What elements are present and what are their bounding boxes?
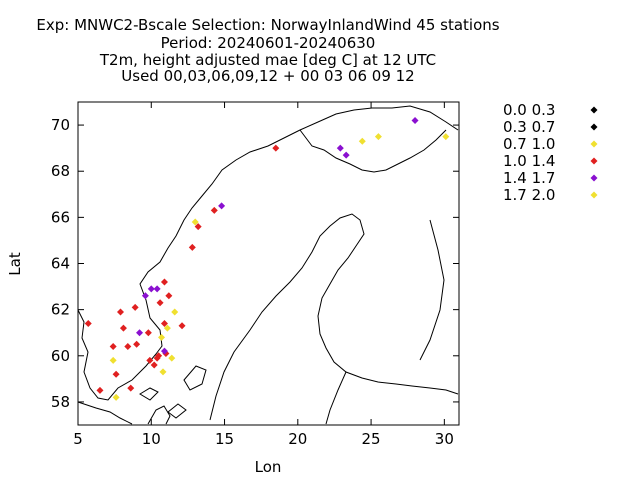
chart-title-line4: Used 00,03,06,09,12 + 00 03 06 09 12 (121, 67, 414, 85)
station-point (194, 223, 202, 231)
station-point (112, 370, 120, 378)
station-point (336, 144, 344, 152)
station-point (127, 384, 135, 392)
legend-label: 1.7 2.0 (503, 186, 555, 204)
chart-title-line3: T2m, height adjusted mae [deg C] at 12 U… (99, 51, 436, 69)
chart-title-line1: Exp: MNWC2-Bscale Selection: NorwayInlan… (36, 16, 499, 34)
y-axis-label: Lat (6, 252, 24, 276)
station-point (218, 202, 226, 210)
station-point (112, 393, 120, 401)
legend-label: 0.0 0.3 (503, 101, 555, 119)
station-point (141, 292, 149, 300)
station-point (160, 278, 168, 286)
x-tick-label: 25 (362, 430, 381, 448)
legend-marker (590, 191, 598, 199)
station-point (163, 324, 171, 332)
axis-ticks: 5 10 15 20 25 30 58 60 62 64 66 68 70 (51, 102, 459, 448)
station-point (160, 319, 168, 327)
station-point (155, 352, 163, 360)
y-tick-label: 60 (51, 347, 70, 365)
y-tick-label: 64 (51, 255, 70, 273)
legend-marker (590, 106, 598, 114)
station-point (159, 368, 167, 376)
station-point (272, 144, 280, 152)
y-tick-label: 58 (51, 393, 70, 411)
legend-label: 0.3 0.7 (503, 118, 555, 136)
x-tick-label: 5 (73, 430, 83, 448)
y-tick-label: 62 (51, 301, 70, 319)
x-tick-label: 20 (288, 430, 307, 448)
station-point (374, 133, 382, 141)
x-tick-label: 10 (142, 430, 161, 448)
station-point (342, 151, 350, 159)
legend-label: 0.7 1.0 (503, 135, 555, 153)
station-point (84, 319, 92, 327)
station-point (442, 133, 450, 141)
legend-marker (590, 123, 598, 131)
y-tick-label: 70 (51, 116, 70, 134)
station-point (210, 206, 218, 214)
station-point (191, 218, 199, 226)
station-point (188, 243, 196, 251)
station-point (358, 137, 366, 145)
chart-title-line2: Period: 20240601-20240630 (161, 34, 376, 52)
station-point (160, 347, 168, 355)
coastline (77, 105, 459, 425)
station-point (153, 285, 161, 293)
x-axis-label: Lon (255, 458, 282, 476)
station-point (156, 299, 164, 307)
legend-label: 1.4 1.7 (503, 169, 555, 187)
station-point (109, 343, 117, 351)
station-point (144, 329, 152, 337)
legend-marker (590, 174, 598, 182)
station-point (109, 356, 117, 364)
legend-marker (590, 157, 598, 165)
station-point (168, 354, 176, 362)
station-point (124, 343, 132, 351)
station-point (116, 308, 124, 316)
station-point (131, 303, 139, 311)
station-point (96, 386, 104, 394)
station-point (165, 292, 173, 300)
station-point (119, 324, 127, 332)
station-point (136, 329, 144, 337)
legend-label: 1.0 1.4 (503, 152, 555, 170)
legend-marker (590, 140, 598, 148)
station-point (133, 340, 141, 348)
x-tick-label: 30 (435, 430, 454, 448)
station-point (178, 322, 186, 330)
legend: 0.0 0.30.3 0.70.7 1.01.0 1.41.4 1.71.7 2… (503, 101, 598, 204)
station-point (158, 333, 166, 341)
station-point (411, 116, 419, 124)
station-point (147, 285, 155, 293)
x-tick-label: 15 (215, 430, 234, 448)
station-point (171, 308, 179, 316)
station-point (146, 356, 154, 364)
station-markers (84, 116, 450, 401)
y-tick-label: 66 (51, 208, 70, 226)
station-point (150, 361, 158, 369)
y-tick-label: 68 (51, 162, 70, 180)
